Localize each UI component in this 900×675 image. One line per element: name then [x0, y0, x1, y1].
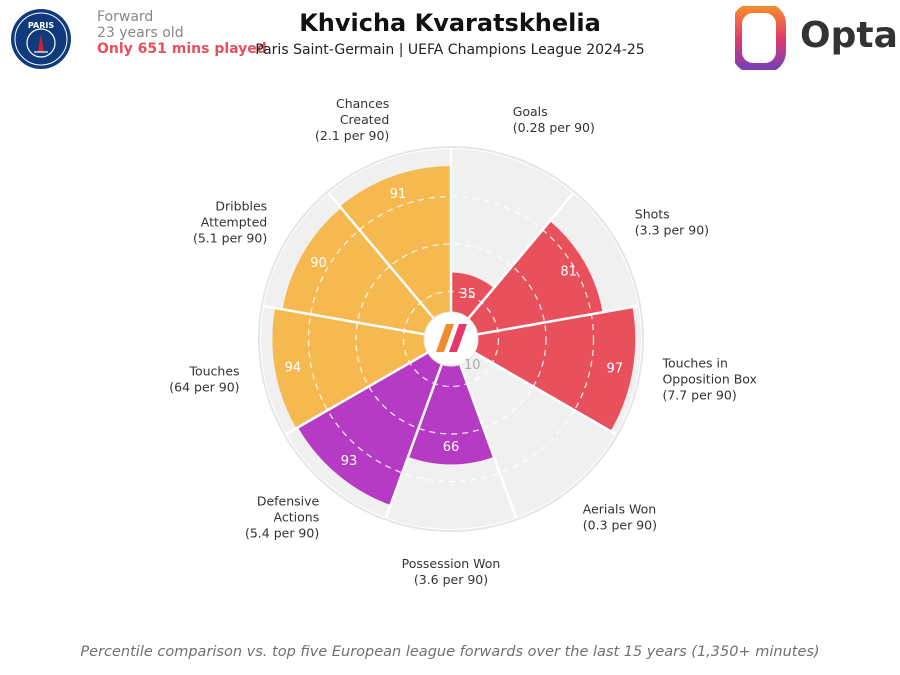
title-block: Khvicha Kvaratskhelia Paris Saint-Germai… — [0, 8, 900, 58]
spoke-3 — [450, 337, 617, 436]
player-position: Forward — [97, 9, 154, 25]
subtitle: Paris Saint-Germain | UEFA Champions Lea… — [255, 42, 645, 58]
wedge-touches-in-opposition-box — [451, 306, 636, 432]
metric-label-goals: Goals (0.28 per 90) — [513, 104, 595, 135]
center-logo-mark — [436, 324, 454, 352]
psg-badge-logo: PARIS — [11, 9, 71, 69]
metric-label-touches: Touches (64 per 90) — [169, 363, 239, 394]
value-label-chances-created: 91 — [390, 187, 407, 202]
spoke-7 — [263, 304, 452, 341]
wedge-chances-created — [339, 166, 451, 339]
opta-wordmark: Opta — [800, 15, 898, 56]
wedge-possession-won — [408, 339, 494, 465]
value-label-dribbles-attempted: 90 — [310, 256, 327, 271]
grid-ring-50 — [355, 243, 547, 435]
player-name: Khvicha Kvaratskhelia — [299, 9, 601, 37]
spoke-4 — [449, 338, 518, 518]
spoke-1 — [450, 192, 575, 340]
footnote: Percentile comparison vs. top five Europ… — [80, 644, 820, 660]
minutes-warning: Only 651 mins played — [97, 41, 267, 57]
spoke-2 — [450, 304, 639, 341]
spoke-5 — [384, 338, 453, 518]
spoke-6 — [285, 337, 452, 436]
player-meta: Forward 23 years old Only 651 mins playe… — [97, 9, 267, 57]
value-label-touches-in-opposition-box: 97 — [607, 361, 624, 376]
metric-label-shots: Shots (3.3 per 90) — [635, 207, 709, 238]
center-logo-mark-2 — [449, 324, 467, 352]
value-label-aerials-won: 10 — [464, 358, 481, 373]
player-age: 23 years old — [97, 25, 184, 41]
metric-label-aerials-won: Aerials Won (0.3 per 90) — [583, 501, 657, 532]
value-label-touches: 94 — [285, 360, 302, 375]
spoke-8 — [327, 192, 452, 340]
metric-label-possession-won: Possession Won (3.6 per 90) — [402, 556, 501, 587]
wedge-defensive-actions — [297, 339, 451, 506]
value-label-goals: 35 — [459, 287, 476, 302]
metric-label-defensive-actions: Defensive Actions (5.4 per 90) — [245, 493, 320, 540]
metric-label-touches-in-opposition-box: Touches in Opposition Box (7.7 per 90) — [661, 355, 757, 402]
wedge-touches — [272, 307, 451, 429]
opta-logo — [735, 6, 786, 70]
value-label-defensive-actions: 93 — [341, 454, 358, 469]
metric-label-chances-created: Chances Created (2.1 per 90) — [315, 96, 389, 143]
metric-label-dribbles-attempted: Dribbles Attempted (5.1 per 90) — [193, 199, 267, 246]
value-label-possession-won: 66 — [443, 440, 460, 455]
value-label-shots: 81 — [560, 265, 577, 280]
wedge-dribbles-attempted — [282, 208, 451, 339]
badge-text: PARIS — [28, 21, 54, 30]
